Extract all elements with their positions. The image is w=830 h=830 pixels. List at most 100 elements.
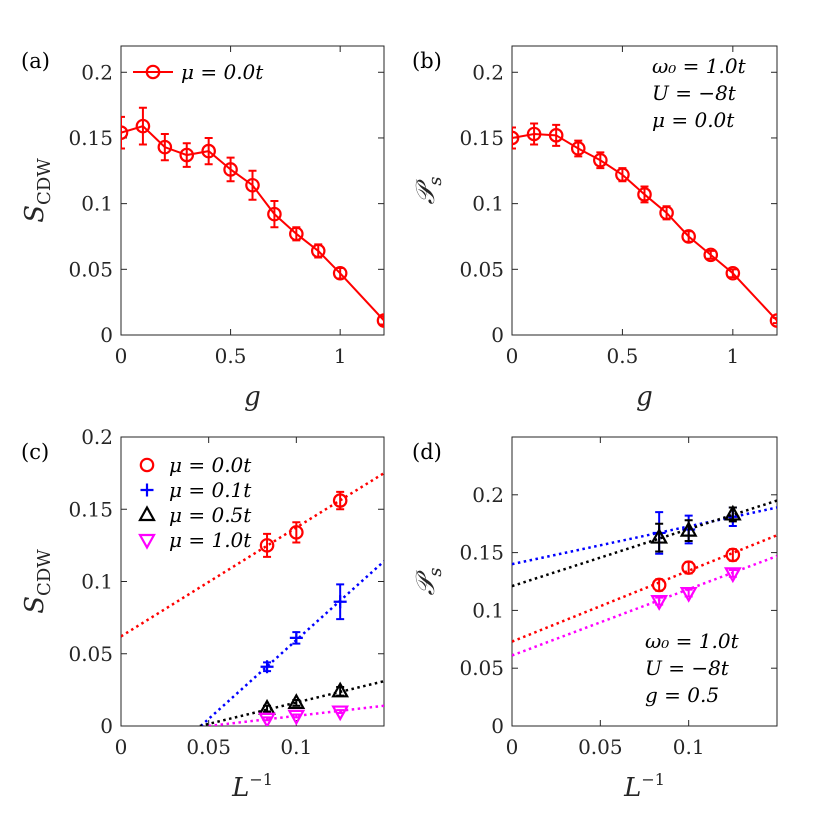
- data-point: [679, 520, 698, 537]
- legend: μ = 0.0t: [133, 60, 264, 84]
- error-bar: [160, 133, 169, 162]
- legend: μ = 0.0tμ = 0.1tμ = 0.5tμ = 1.0t: [138, 453, 252, 552]
- data-point: [289, 525, 304, 540]
- data-point: [135, 118, 151, 134]
- error-bar: [728, 268, 737, 279]
- y-tick-label: 0.15: [459, 126, 504, 150]
- y-axis-label: 𝒫s: [411, 177, 446, 205]
- error-bar: [380, 315, 384, 326]
- data-point: [650, 595, 669, 611]
- x-axis-label: L−1: [231, 770, 273, 803]
- y-tick-label: 0.05: [459, 257, 504, 281]
- data-point: [725, 547, 741, 563]
- error-bar: [773, 316, 777, 325]
- data-point: [333, 595, 347, 609]
- error-bar: [121, 115, 125, 150]
- y-tick-label: 0.2: [81, 60, 113, 84]
- legend-marker: [139, 457, 155, 473]
- data-point: [723, 567, 742, 584]
- legend-marker: [140, 483, 154, 497]
- data-series: [512, 554, 777, 657]
- data-point: [331, 681, 350, 698]
- error-bar: [248, 169, 257, 201]
- data-point: [681, 229, 696, 244]
- x-axis-label: g: [636, 382, 653, 412]
- chart-panel: 0 0.5 1 0 0.05 0.1 0.15 0.2 g SCDW (a) μ = 0.0t: [20, 45, 385, 412]
- chart-panel: 0 0.05 0.1 0 0.05 0.1 0.15 0.2 L−1 SCDW (c) μ = 0.0…: [20, 425, 385, 803]
- data-point: [679, 586, 698, 603]
- data-point: [245, 177, 260, 193]
- data-point: [289, 226, 304, 242]
- error-bar: [270, 200, 279, 229]
- data-point: [723, 504, 742, 521]
- data-point: [570, 141, 586, 156]
- y-tick-label: 0.2: [472, 60, 504, 84]
- data-series: [121, 106, 384, 328]
- x-tick-label: 0: [506, 344, 519, 368]
- data-series: [512, 499, 777, 588]
- data-point: [223, 162, 238, 177]
- data-point: [526, 126, 542, 142]
- error-bar: [706, 249, 715, 260]
- data-point: [332, 493, 348, 508]
- annotation: ω₀ = 1.0t U = −8t μ = 0.0t: [652, 54, 747, 132]
- error-bar: [182, 142, 191, 168]
- series-line: [121, 125, 384, 322]
- fit-line: [199, 679, 384, 726]
- data-point: [725, 265, 741, 281]
- y-tick-label: 0.05: [68, 257, 113, 281]
- chart-panel: 0 0.5 1 0 0.05 0.1 0.15 0.2 g 𝒫s (b) ω₀ = 1.0t U = −…: [411, 45, 778, 412]
- legend-entry: μ = 0.1t: [169, 478, 252, 502]
- data-point: [259, 538, 275, 553]
- legend-entry: μ = 1.0t: [169, 528, 252, 552]
- plot-area: [512, 499, 777, 657]
- y-tick-label: 0: [491, 323, 504, 347]
- data-point: [593, 152, 608, 168]
- data-point: [179, 147, 195, 163]
- x-tick-label: 0: [506, 735, 519, 759]
- y-tick-label: 0.15: [68, 497, 113, 521]
- data-point: [659, 205, 674, 221]
- data-point: [615, 167, 630, 183]
- y-tick-label: 0: [491, 714, 504, 738]
- y-tick-label: 0.1: [81, 192, 113, 216]
- panel-label: (b): [412, 49, 442, 73]
- data-point: [512, 130, 520, 146]
- legend-marker: [145, 64, 161, 80]
- data-point: [267, 206, 282, 222]
- panel-label: (d): [412, 440, 442, 464]
- legend-entry: μ = 0.5t: [169, 503, 252, 527]
- plot-frame: [120, 45, 385, 336]
- plot-area: [121, 106, 384, 328]
- data-series: [208, 704, 384, 726]
- legend-entry: μ = 0.0t: [169, 453, 252, 477]
- plot-frame: [120, 436, 385, 727]
- series-line: [512, 133, 777, 322]
- annotation-line: U = −8t: [652, 81, 737, 105]
- y-tick-label: 0.1: [81, 570, 113, 594]
- error-bar: [226, 156, 235, 183]
- data-point: [201, 143, 216, 159]
- x-tick-label: 0.1: [673, 735, 705, 759]
- error-bar: [138, 106, 147, 146]
- data-point: [331, 705, 350, 722]
- annotation-line: U = −8t: [645, 656, 730, 680]
- legend-marker: [138, 533, 156, 550]
- legend-entry: μ = 0.0t: [181, 60, 264, 84]
- data-point: [651, 577, 667, 593]
- plot-area: [121, 472, 384, 726]
- data-point: [260, 660, 274, 674]
- x-tick-label: 0.05: [186, 735, 231, 759]
- data-series: [199, 679, 384, 726]
- plot-area: [512, 122, 777, 328]
- data-point: [258, 712, 276, 726]
- y-tick-label: 0.2: [472, 483, 504, 507]
- data-series: [512, 122, 777, 328]
- annotation-line: μ = 0.0t: [652, 108, 735, 132]
- plot-frame: [511, 436, 778, 727]
- y-tick-label: 0.05: [459, 656, 504, 680]
- x-tick-label: 0.1: [280, 735, 312, 759]
- data-point: [287, 709, 306, 726]
- data-point: [548, 128, 564, 143]
